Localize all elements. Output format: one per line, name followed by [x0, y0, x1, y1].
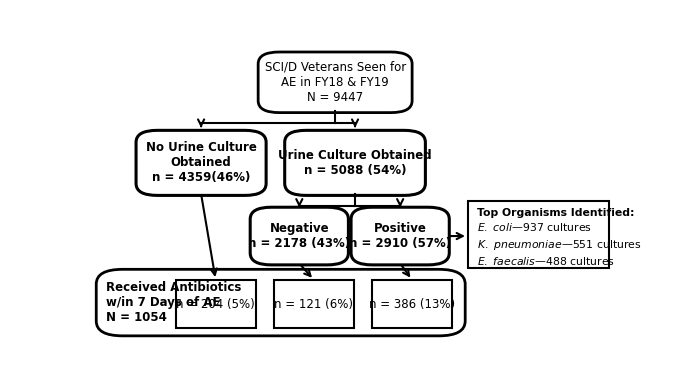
Text: Positive
n = 2910 (57%): Positive n = 2910 (57%) — [349, 222, 451, 250]
Text: No Urine Culture
Obtained
n = 4359(46%): No Urine Culture Obtained n = 4359(46%) — [146, 141, 256, 184]
FancyBboxPatch shape — [373, 280, 452, 328]
Text: Top Organisms Identified:: Top Organisms Identified: — [477, 208, 634, 218]
FancyBboxPatch shape — [250, 207, 349, 265]
FancyBboxPatch shape — [136, 130, 266, 195]
Text: $\it{E.\ coli}$—937 cultures: $\it{E.\ coli}$—937 cultures — [477, 221, 592, 233]
FancyBboxPatch shape — [468, 201, 608, 268]
Text: n = 204 (5%): n = 204 (5%) — [176, 298, 255, 311]
Text: Urine Culture Obtained
n = 5088 (54%): Urine Culture Obtained n = 5088 (54%) — [278, 149, 432, 177]
FancyBboxPatch shape — [96, 269, 465, 336]
FancyBboxPatch shape — [351, 207, 449, 265]
Text: $\it{E.\ faecalis}$—488 cultures: $\it{E.\ faecalis}$—488 cultures — [477, 255, 615, 267]
Text: $\it{K.\ pneumoniae}$—551 cultures: $\it{K.\ pneumoniae}$—551 cultures — [477, 238, 641, 252]
Text: Negative
n = 2178 (43%): Negative n = 2178 (43%) — [248, 222, 350, 250]
Text: n = 121 (6%): n = 121 (6%) — [275, 298, 353, 311]
Text: SCI/D Veterans Seen for
AE in FY18 & FY19
N = 9447: SCI/D Veterans Seen for AE in FY18 & FY1… — [264, 61, 406, 104]
FancyBboxPatch shape — [176, 280, 256, 328]
FancyBboxPatch shape — [258, 52, 412, 113]
Text: Received Antibiotics
w/in 7 Days of AE
N = 1054: Received Antibiotics w/in 7 Days of AE N… — [105, 281, 241, 324]
FancyBboxPatch shape — [274, 280, 353, 328]
Text: n = 386 (13%): n = 386 (13%) — [369, 298, 455, 311]
FancyBboxPatch shape — [285, 130, 425, 195]
